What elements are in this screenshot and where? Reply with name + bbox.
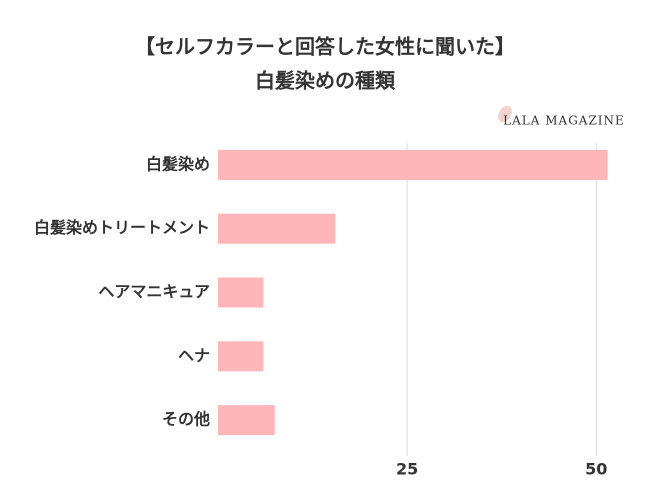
bar (218, 277, 264, 308)
chart-title: 【セルフカラーと回答した女性に聞いた】 (135, 35, 515, 59)
y-tick-label: ヘナ (178, 346, 210, 365)
chart-subtitle: 白髪染めの種類 (255, 69, 396, 93)
y-tick-label: その他 (162, 410, 210, 429)
bar (218, 149, 608, 180)
logo-mark (498, 105, 512, 123)
y-tick-label: 白髪染めトリートメント (34, 218, 210, 237)
bar (218, 341, 264, 372)
y-tick-label: ヘアマニキュア (98, 282, 210, 301)
x-tick-label: 50 (585, 460, 607, 479)
watermark: LALA MAGAZINE (503, 114, 625, 128)
bar (218, 213, 336, 244)
y-tick-label: 白髪染め (146, 154, 210, 173)
x-tick-label: 25 (396, 460, 418, 479)
bar (218, 405, 275, 436)
